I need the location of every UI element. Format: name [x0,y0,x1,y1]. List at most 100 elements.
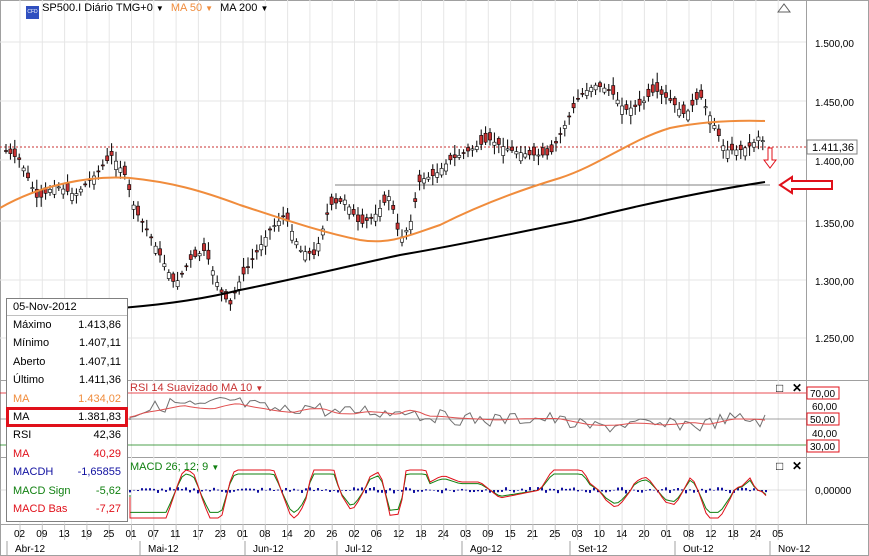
candle-body [448,154,453,161]
macd-histogram-bar [581,489,583,491]
macd-histogram-bar [609,490,611,492]
symbol-label[interactable]: SP500.I Diário TMG+0 [42,2,153,14]
chart-header: CFD SP500.I Diário TMG+0 ▼ MA 50 ▼ MA 20… [26,2,268,19]
macd-histogram-bar [225,490,227,493]
rsi-panel-title[interactable]: RSI 14 Suavizado MA 10 ▼ [130,382,263,394]
candle-body [637,98,642,106]
candle-body [699,89,704,98]
candle-body [83,183,88,186]
day-label: 08 [683,529,695,540]
candle-body [496,138,501,145]
candle-body [228,300,233,305]
macd-histogram-bar [577,490,579,492]
candle-body [65,183,70,192]
candle-body [457,155,462,158]
candle-body [34,188,39,198]
day-label: 01 [237,529,249,540]
price-tick: 1.300,00 [815,277,854,288]
rsi-close-icon[interactable]: ✕ [792,381,803,395]
ma200-label[interactable]: MA 200 [220,2,258,14]
macd-panel-title[interactable]: MACD 26; 12; 9 ▼ [130,461,219,473]
rsi-tick-40: 40,00 [812,429,837,440]
candle-body [747,142,752,147]
candle-body [272,225,277,227]
candle-body [681,104,686,114]
macd-histogram-bar [137,490,139,492]
candle-body [470,148,475,151]
candle-body [690,99,695,106]
data-window-date: 05-Nov-2012 [7,299,127,316]
day-label: 18 [415,529,427,540]
macd-histogram-bar [273,490,275,491]
macd-histogram-bar [401,490,403,492]
macd-histogram-bar [397,490,399,491]
candle-body [518,152,523,162]
macd-histogram-bar [637,490,639,493]
candle-body [356,214,360,222]
candle-body [642,100,646,103]
candle-body [655,82,660,92]
macd-histogram-bar [437,490,439,492]
macd-maximize-icon[interactable]: □ [776,459,784,473]
ma50-label[interactable]: MA 50 [170,2,203,14]
candle-body [730,143,734,151]
candle-body [48,189,52,193]
macd-histogram-bar [501,490,503,492]
month-label: Mai-12 [148,544,179,555]
macd-histogram-bar [641,490,643,493]
row-value: -1,65855 [77,466,121,479]
rsi-maximize-icon[interactable]: □ [776,381,784,395]
candle-body [118,167,123,173]
macd-histogram-bar [413,490,415,493]
macd-histogram-bar [625,490,627,494]
rsi-tick-70: 70,00 [810,389,835,400]
candle-body [505,148,510,151]
candle-body [316,243,321,252]
macd-dropdown-icon[interactable]: ▼ [211,463,220,472]
day-label: 03 [572,529,584,540]
candle-body [734,149,739,156]
macd-histogram-bar [685,490,687,494]
candle-body [413,198,418,202]
rsi-line [129,396,766,433]
candle-body [615,99,620,105]
rsi-dropdown-icon[interactable]: ▼ [255,384,264,393]
macd-histogram-bar [309,487,311,491]
macd-histogram-bar [709,488,711,491]
candle-body [294,241,299,246]
candle-body [598,82,602,87]
candle-body [408,221,413,231]
candle-body [633,104,638,107]
macd-close-icon[interactable]: ✕ [792,459,803,473]
macd-histogram-bar [265,489,267,491]
candle-body [602,87,607,93]
macd-tick-zero: 0,00000 [815,486,852,497]
macd-histogram-bar [205,489,207,491]
macd-histogram-bar [701,488,703,491]
macd-histogram-bar [213,487,215,491]
price-tick: 1.250,00 [815,334,854,345]
candle-body [197,253,202,257]
macd-histogram-bar [621,487,623,491]
row-value: -5,62 [95,484,121,497]
macd-histogram-bar [325,489,327,491]
data-window-row-máximo: Máximo 1.413,86 [7,316,127,334]
macd-histogram-bar [345,490,347,492]
ma200-dropdown-icon[interactable]: ▼ [260,4,269,13]
candle-body [290,231,294,241]
data-window: 05-Nov-2012 Máximo 1.413,86 Mínimo 1.407,11… [6,298,128,522]
candle-body [188,254,193,260]
data-window-row-ma: MA 1.381,83 [6,406,128,428]
macd-histogram-bar [717,487,719,491]
month-label: Nov-12 [778,544,811,555]
macd-histogram-bar [181,488,183,491]
ma50-dropdown-icon[interactable]: ▼ [205,4,214,13]
candle-body [646,88,651,97]
candle-body [694,92,699,100]
month-label: Out-12 [683,544,714,555]
scroll-up-icon[interactable] [777,3,791,13]
ma200-line [119,181,766,309]
symbol-dropdown-icon[interactable]: ▼ [155,4,164,13]
day-label: 24 [750,529,762,540]
